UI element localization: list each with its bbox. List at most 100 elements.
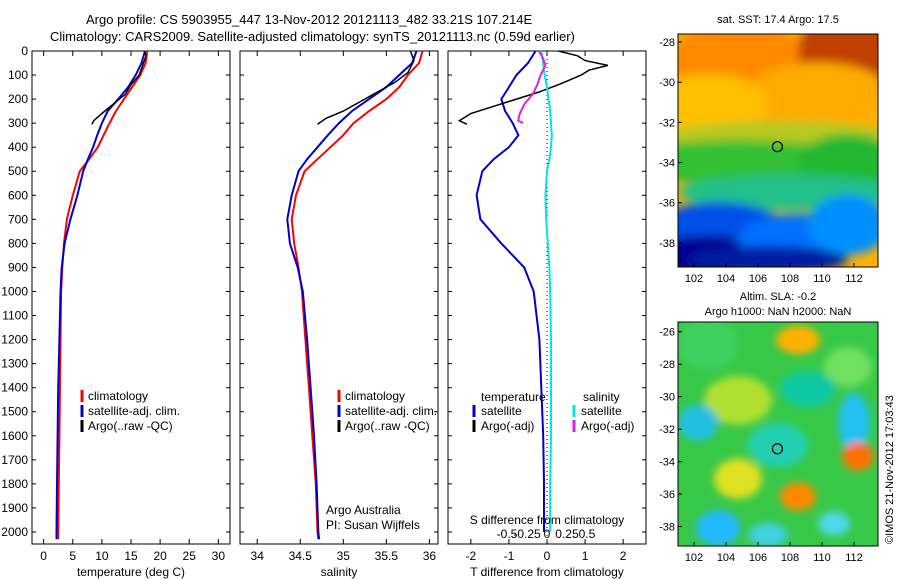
legend-label: climatology xyxy=(345,389,405,403)
x-tick-label: 15 xyxy=(124,549,138,563)
map-x-tick-label: 106 xyxy=(749,552,767,564)
x-tick-label: -2 xyxy=(466,549,477,563)
profile-panel-1: 0 5 10 15 20 25 30 temperature (deg C) 0 100 200 30… xyxy=(1,44,231,579)
legend-label: Argo(..raw -QC) xyxy=(88,419,173,433)
chart-title-line2: Climatology: CARS2009. Satellite-adjuste… xyxy=(50,29,575,44)
s-tick-label: 0.5 xyxy=(579,527,596,541)
x-tick-label: 35 xyxy=(337,549,351,563)
legend-title-salinity: salinity xyxy=(583,390,620,404)
map-x-tick-label: 104 xyxy=(717,552,735,564)
map-blob xyxy=(696,510,740,546)
map-frame xyxy=(677,33,879,268)
x-tick-label: 34.5 xyxy=(289,549,313,563)
legend-label: Argo(-adj) xyxy=(481,419,534,433)
profile-panel-3: -2 -1 0 1 2 T difference from climatology -0.5… xyxy=(447,50,647,579)
panel-frame xyxy=(239,50,439,545)
map-subtitle: Argo h1000: NaN h2000: NaN xyxy=(705,306,852,318)
y-tick-label: 1700 xyxy=(1,453,28,467)
series-line-satellite-salinity xyxy=(540,50,553,532)
map-blob xyxy=(704,376,772,425)
copyright-stamp: ©IMOS 21-Nov-2012 17:03:43 xyxy=(884,395,896,544)
y-tick-label: 600 xyxy=(8,188,28,202)
map-y-tick-label: -30 xyxy=(659,77,675,89)
map-title: Altim. SLA: -0.2 xyxy=(740,291,816,303)
x-tick-label: 0 xyxy=(544,549,551,563)
legend-label: satellite xyxy=(481,404,522,418)
map-blob xyxy=(678,322,738,370)
legend-title-temperature: temperature xyxy=(481,390,546,404)
series-line-argo xyxy=(91,50,147,125)
chart-title-line1: Argo profile: CS 5903955_447 13-Nov-2012… xyxy=(86,12,533,27)
s-tick-label: -0.5 xyxy=(497,527,518,541)
x-tick-label: 34 xyxy=(251,549,265,563)
map-blob xyxy=(780,482,816,511)
map-x-tick-label: 108 xyxy=(781,273,799,285)
map-blob xyxy=(838,392,870,453)
series-line-satellite-adj xyxy=(286,50,418,540)
s-tick-label: 0.25 xyxy=(555,527,579,541)
map-field xyxy=(678,322,878,546)
map-y-tick-label: -32 xyxy=(659,117,675,129)
x-tick-label: 0 xyxy=(40,549,47,563)
legend-label: Argo(-adj) xyxy=(581,419,634,433)
legend-label: Argo(..raw -QC) xyxy=(345,419,430,433)
y-tick-label: 1200 xyxy=(1,333,28,347)
map-y-tick-label: -38 xyxy=(659,238,675,250)
x-tick-label: 10 xyxy=(95,549,109,563)
map-y-tick-label: -36 xyxy=(659,489,675,501)
map-blob xyxy=(748,522,788,546)
s-tick-label: 0 xyxy=(544,527,551,541)
series-line-argo-temperature xyxy=(457,50,609,125)
map-panel-2: 102 104 106 108 110 112 -26 -28 -30 -32 -34 -36 -38 A… xyxy=(659,291,879,564)
s-tick-label: -0.25 xyxy=(513,527,541,541)
map-x-tick-label: 112 xyxy=(845,273,863,285)
map-y-tick-label: -28 xyxy=(659,37,675,49)
y-tick-label: 200 xyxy=(8,92,28,106)
map-blob xyxy=(842,442,874,471)
map-y-tick-label: -28 xyxy=(659,359,675,371)
y-tick-label: 100 xyxy=(8,68,28,82)
map-x-tick-label: 102 xyxy=(685,552,703,564)
map-y-tick-label: -34 xyxy=(659,158,675,170)
map-blob xyxy=(678,404,718,441)
map-y-tick-label: -36 xyxy=(659,198,675,210)
x-axis-label: T difference from climatology xyxy=(470,565,624,579)
map-x-tick-label: 110 xyxy=(813,273,831,285)
series-line-argo xyxy=(317,50,415,125)
map-x-tick-label: 112 xyxy=(845,552,863,564)
y-tick-label: 1800 xyxy=(1,477,28,491)
series-line-argo-salinity xyxy=(517,50,547,124)
map-panel-1: 102 104 106 108 110 112 -28 -30 -32 -34 -36 -38 sat.… xyxy=(659,14,879,285)
y-tick-label: 400 xyxy=(8,140,28,154)
y-tick-label: 900 xyxy=(8,260,28,274)
map-blob xyxy=(678,73,768,134)
map-blob xyxy=(748,62,878,123)
map-frame xyxy=(677,321,879,547)
map-blob xyxy=(824,346,872,387)
map-x-tick-label: 102 xyxy=(685,273,703,285)
x-tick-label: 2 xyxy=(620,549,627,563)
map-y-tick-label: -38 xyxy=(659,522,675,534)
map-x-tick-label: 104 xyxy=(717,273,735,285)
s-axis-label: S difference from climatology xyxy=(470,513,625,527)
map-title: sat. SST: 17.4 Argo: 17.5 xyxy=(717,14,839,26)
profile-panel-2: 34 34.5 35 35.5 36 salinity climatologysatelli… xyxy=(239,50,439,579)
map-x-tick-label: 108 xyxy=(781,552,799,564)
y-tick-label: 300 xyxy=(8,116,28,130)
legend-label: satellite-adj. clim. xyxy=(345,404,437,418)
map-x-tick-label: 106 xyxy=(749,273,767,285)
x-tick-label: 36 xyxy=(423,549,437,563)
y-tick-label: 1300 xyxy=(1,357,28,371)
x-tick-label: 35.5 xyxy=(375,549,399,563)
map-blob xyxy=(748,423,808,468)
series-line-satellite-adj xyxy=(55,50,146,540)
x-tick-label: 25 xyxy=(183,549,197,563)
map-blob xyxy=(688,246,848,267)
map-field xyxy=(678,34,878,267)
legend-label: climatology xyxy=(88,389,148,403)
argo-location-marker xyxy=(771,443,784,455)
y-tick-label: 1900 xyxy=(1,501,28,515)
series-line-climatology xyxy=(57,50,149,540)
y-tick-label: 1100 xyxy=(2,309,28,323)
